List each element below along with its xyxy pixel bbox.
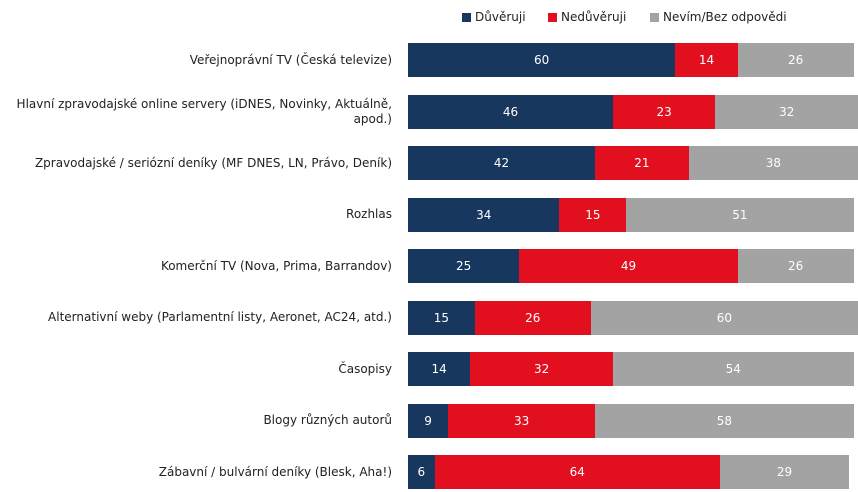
bar-segment: 58: [595, 403, 854, 438]
bar-segment: 42: [408, 146, 596, 180]
legend-item: Nevím/Bez odpovědi: [650, 10, 787, 24]
bar-segment: 15: [559, 197, 627, 232]
bar-segment: 64: [434, 455, 720, 489]
category-label: Blogy různých autorů: [263, 413, 392, 427]
category-label: Rozhlas: [346, 207, 392, 221]
bar-segment: 15: [408, 300, 475, 335]
bar-segment: 60: [590, 300, 858, 335]
bar-segment: 26: [474, 300, 591, 335]
bar-segment: 34: [408, 197, 560, 232]
legend-label: Nedůvěruji: [561, 10, 627, 24]
bar-segment: 25: [408, 249, 520, 283]
legend-item: Nedůvěruji: [548, 10, 626, 24]
bar-segment: 14: [408, 352, 471, 386]
legend-swatch: [548, 12, 557, 22]
bar-segment: 26: [737, 43, 854, 77]
bar-segment: 49: [519, 249, 738, 283]
category-label: Alternativní weby (Parlamentní listy, Ae…: [48, 310, 392, 324]
bar-segment: 32: [715, 94, 858, 129]
bar-segment: 9: [408, 403, 449, 438]
bar-segment: 23: [612, 94, 716, 129]
legend-item: Důvěruji: [462, 10, 526, 24]
bar-segment: 32: [470, 352, 613, 386]
category-label: Veřejnoprávní TV (Česká televize): [189, 52, 392, 67]
category-label: Hlavní zpravodajské online servery (iDNE…: [16, 96, 392, 126]
category-label: Časopisy: [338, 361, 392, 376]
bar-segment: 51: [626, 197, 854, 232]
category-label: Zábavní / bulvární deníky (Blesk, Aha!): [158, 464, 392, 479]
bar-segment: 33: [448, 403, 596, 438]
category-label: Komerční TV (Nova, Prima, Barrandov): [160, 258, 392, 273]
legend-swatch: [462, 12, 471, 22]
bar-segment: 46: [408, 94, 613, 129]
legend-swatch: [650, 12, 659, 22]
bar-segment: 21: [595, 146, 689, 180]
bar-segment: 6: [408, 455, 435, 489]
bar-segment: 38: [688, 146, 858, 180]
category-label: Zpravodajské / seriózní deníky (MF DNES,…: [34, 155, 392, 170]
bar-segment: 26: [737, 249, 854, 283]
bar-segment: 29: [719, 455, 850, 489]
bar-segment: 14: [675, 43, 738, 77]
legend-label: Důvěruji: [475, 10, 526, 24]
bar-segment: 54: [612, 352, 854, 386]
bar-segment: 60: [408, 43, 676, 77]
legend-label: Nevím/Bez odpovědi: [663, 10, 787, 24]
